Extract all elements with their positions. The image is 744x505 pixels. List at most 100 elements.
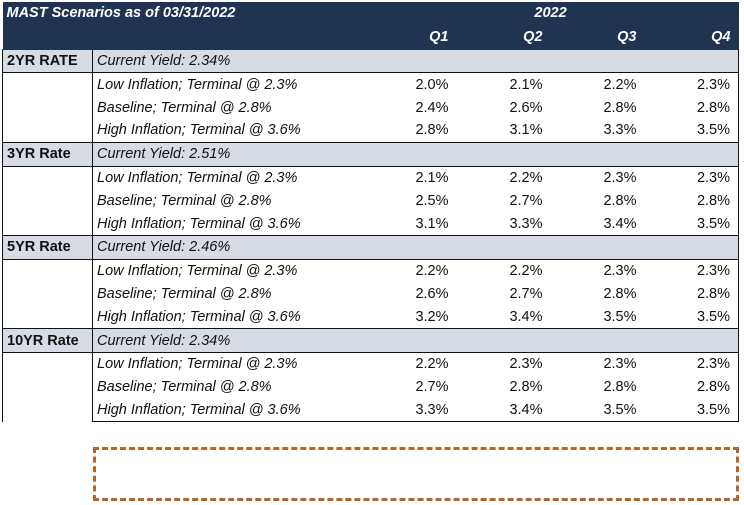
rate-value: 2.8% — [603, 285, 637, 302]
scenario-label: Baseline; Terminal @ 2.8% — [97, 192, 272, 209]
rate-value: 2.8% — [644, 282, 740, 306]
rate-value: 3.4% — [509, 308, 543, 325]
scenario-row: Baseline; Terminal @ 2.8% 2.7% 2.8% 2.8% 2.8… — [3, 375, 740, 399]
scenario-row: Low Inflation; Terminal @ 2.3% 2.1% 2.2% 2.… — [2, 166, 740, 236]
rate-value: 2.7% — [415, 379, 449, 396]
rate-value: 3.3% — [509, 215, 543, 232]
scenario-label: Low Inflation; Terminal @ 2.3% — [97, 356, 298, 373]
scenario-row: High Inflation; Terminal @ 3.6% 3.2% 3.4% 3… — [3, 305, 740, 329]
scenario-row: Low Inflation; Terminal @ 2.3% 2.2% 2.3% 2.… — [2, 352, 740, 422]
scenario-table: MAST Scenarios as of 03/31/2022 2022 Q1 … — [2, 2, 740, 423]
scenario-row: Low Inflation; Terminal @ 2.3% 2.0% 2.1% 2.… — [2, 72, 740, 143]
rate-label: 3YR Rate — [2, 141, 93, 167]
quarter-header: Q2 — [456, 25, 551, 50]
rate-value: 2.8% — [603, 379, 637, 396]
rate-value: 3.2% — [415, 308, 449, 325]
rate-value: 2.1% — [509, 76, 543, 93]
rate-value: 3.5% — [644, 305, 740, 329]
rate-value: 3.5% — [550, 398, 645, 423]
rate-label: 2YR RATE — [2, 48, 93, 74]
rate-value: 3.5% — [644, 212, 740, 236]
current-yield: Current Yield: 2.51% — [92, 141, 740, 167]
section-stub — [2, 352, 93, 422]
scenario-label: Baseline; Terminal @ 2.8% — [97, 99, 272, 116]
rate-label: 10YR Rate — [2, 328, 93, 353]
rate-value: 2.6% — [415, 285, 449, 302]
rate-value: 3.3% — [362, 398, 457, 423]
scenario-row: Baseline; Terminal @ 2.8% 2.5% 2.7% 2.8% 2.8… — [3, 189, 740, 213]
rate-value: 2.4% — [415, 99, 449, 116]
rate-value: 2.8% — [603, 99, 637, 116]
section-header-row: 10YR Rate Current Yield: 2.34% — [2, 328, 740, 353]
rate-value: 2.2% — [415, 356, 449, 373]
scenario-label: Low Inflation; Terminal @ 2.3% — [97, 263, 298, 280]
rate-value: 3.3% — [603, 122, 637, 139]
scenario-row: Baseline; Terminal @ 2.8% 2.6% 2.7% 2.8% 2.8… — [3, 282, 740, 306]
rate-value: 2.7% — [509, 192, 543, 209]
scenario-row: Baseline; Terminal @ 2.8% 2.4% 2.6% 2.8% 2.8… — [3, 96, 740, 119]
section-header-row: 5YR Rate Current Yield: 2.46% — [2, 234, 740, 260]
rate-value: 3.5% — [644, 398, 740, 423]
rate-value: 2.2% — [415, 263, 449, 280]
rate-value: 2.1% — [415, 169, 449, 186]
rate-value: 2.3% — [644, 72, 740, 97]
rate-value: 3.5% — [603, 308, 637, 325]
rate-value: 2.8% — [644, 96, 740, 119]
scenario-label: Low Inflation; Terminal @ 2.3% — [97, 76, 298, 93]
scenario-label: Baseline; Terminal @ 2.8% — [97, 285, 272, 302]
header-row-top: MAST Scenarios as of 03/31/2022 2022 — [2, 2, 739, 26]
rate-value: 2.6% — [509, 99, 543, 116]
scenario-label: High Inflation; Terminal @ 3.6% — [97, 308, 301, 325]
section-header-row: 3YR Rate Current Yield: 2.51% — [2, 141, 740, 167]
scenario-label: High Inflation; Terminal @ 3.6% — [97, 122, 301, 139]
rate-value: 2.0% — [415, 76, 449, 93]
rate-value: 2.3% — [603, 356, 637, 373]
rate-value: 2.3% — [603, 263, 637, 280]
current-yield: Current Yield: 2.34% — [92, 328, 740, 353]
rate-value: 2.3% — [603, 169, 637, 186]
rate-value: 2.8% — [509, 379, 543, 396]
scenario-table-container: MAST Scenarios as of 03/31/2022 2022 Q1 … — [2, 2, 740, 423]
rate-value: 2.7% — [509, 285, 543, 302]
scenario-row: High Inflation; Terminal @ 3.6% 2.8% 3.1% 3… — [3, 118, 740, 143]
rate-value: 2.8% — [415, 122, 449, 139]
rate-value: 3.4% — [603, 215, 637, 232]
rate-value: 3.1% — [415, 215, 449, 232]
rate-value: 2.3% — [644, 166, 740, 190]
rate-value: 2.2% — [509, 263, 543, 280]
scenario-row: High Inflation; Terminal @ 3.6% 3.3% 3.4% 3… — [3, 398, 740, 423]
rate-value: 2.3% — [644, 259, 740, 283]
rate-value: 2.2% — [603, 76, 637, 93]
rate-value: 2.5% — [415, 192, 449, 209]
quarter-header: Q3 — [550, 25, 645, 50]
section-stub — [2, 166, 93, 236]
highlight-dashed-box — [93, 447, 739, 501]
rate-label: 5YR Rate — [2, 234, 93, 260]
quarter-header: Q1 — [362, 25, 457, 50]
rate-value: 2.2% — [509, 169, 543, 186]
rate-value: 3.5% — [644, 118, 740, 143]
scenario-row: Low Inflation; Terminal @ 2.3% 2.2% 2.2% 2.… — [2, 259, 740, 329]
scenario-label: High Inflation; Terminal @ 3.6% — [92, 398, 363, 423]
section-stub — [2, 259, 93, 329]
rate-value: 2.3% — [644, 352, 740, 376]
scenario-label: High Inflation; Terminal @ 3.6% — [97, 215, 301, 232]
year-header: 2022 — [362, 2, 739, 26]
section-header-row: 2YR RATE Current Yield: 2.34% — [2, 48, 740, 74]
rate-value: 3.1% — [509, 122, 543, 139]
table-title: MAST Scenarios as of 03/31/2022 — [2, 2, 363, 26]
current-yield: Current Yield: 2.46% — [92, 234, 740, 260]
header-spacer — [2, 25, 363, 50]
rate-value: 2.8% — [644, 189, 740, 213]
quarter-header: Q4 — [644, 25, 739, 50]
scenario-label: Low Inflation; Terminal @ 2.3% — [97, 169, 298, 186]
scenario-label: Baseline; Terminal @ 2.8% — [97, 379, 272, 396]
scenario-row: High Inflation; Terminal @ 3.6% 3.1% 3.3% 3… — [3, 212, 740, 236]
section-stub — [2, 72, 93, 143]
rate-value: 2.3% — [509, 356, 543, 373]
rate-value: 3.4% — [456, 398, 551, 423]
current-yield: Current Yield: 2.34% — [92, 48, 740, 74]
header-row-quarters: Q1 Q2 Q3 Q4 — [2, 25, 739, 50]
rate-value: 2.8% — [603, 192, 637, 209]
rate-value: 2.8% — [644, 375, 740, 399]
